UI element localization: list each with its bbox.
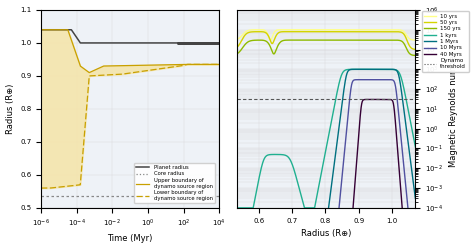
- 1 kyrs: [369, 68, 375, 71]
- 1 Myrs: [370, 68, 375, 71]
- 150 yrs: [266, 43, 272, 46]
- 50 yrs: [352, 30, 357, 33]
- 10 yrs: [233, 38, 238, 41]
- 10 Myrs: [343, 141, 348, 144]
- 1 kyrs: [343, 69, 348, 72]
- 50 yrs: [266, 35, 272, 38]
- 10 Myrs: [233, 226, 238, 229]
- Legend: Planet radius, Core radius, Upper boundary of
dynamo source region, Lower bounda: Planet radius, Core radius, Upper bounda…: [134, 163, 215, 203]
- 10 yrs: [416, 39, 421, 42]
- 150 yrs: [336, 39, 342, 42]
- 1 kyrs: [383, 68, 389, 71]
- 40 Myrs: [374, 98, 380, 101]
- 40 Myrs: [352, 185, 357, 188]
- 10 yrs: [323, 28, 328, 31]
- 10 Myrs: [383, 78, 389, 81]
- 10 Myrs: [352, 78, 357, 81]
- 40 Myrs: [416, 226, 421, 229]
- 10 yrs: [266, 36, 272, 39]
- 1 kyrs: [266, 153, 272, 156]
- 1 kyrs: [368, 68, 374, 71]
- 1 Myrs: [266, 226, 272, 229]
- 1 Myrs: [369, 68, 375, 71]
- X-axis label: Time (Myr): Time (Myr): [108, 235, 153, 244]
- Legend: 10 yrs, 50 yrs, 150 yrs, 1 kyrs, 1 Myrs, 10 Myrs, 40 Myrs, Dynamo
threshold: 10 yrs, 50 yrs, 150 yrs, 1 kyrs, 1 Myrs,…: [422, 11, 469, 72]
- Y-axis label: Magnetic Reynolds number: Magnetic Reynolds number: [448, 51, 457, 167]
- Line: 50 yrs: 50 yrs: [236, 32, 419, 50]
- 1 Myrs: [352, 68, 357, 71]
- 10 Myrs: [303, 226, 309, 229]
- 50 yrs: [233, 47, 238, 50]
- 1 Myrs: [233, 226, 238, 229]
- 10 Myrs: [266, 226, 272, 229]
- 40 Myrs: [303, 226, 309, 229]
- 40 Myrs: [343, 226, 348, 229]
- 10 yrs: [383, 28, 389, 31]
- 150 yrs: [369, 39, 375, 42]
- 10 yrs: [303, 28, 309, 31]
- 1 kyrs: [233, 206, 238, 209]
- 40 Myrs: [369, 98, 375, 101]
- 10 Myrs: [369, 78, 375, 81]
- 150 yrs: [343, 39, 348, 42]
- 50 yrs: [383, 30, 389, 33]
- Y-axis label: Radius (R⊕): Radius (R⊕): [6, 84, 15, 134]
- 10 Myrs: [371, 78, 376, 81]
- 50 yrs: [416, 48, 421, 51]
- 40 Myrs: [266, 226, 272, 229]
- 1 Myrs: [383, 68, 389, 71]
- Line: 10 Myrs: 10 Myrs: [236, 80, 419, 228]
- 1 Myrs: [416, 223, 421, 226]
- 50 yrs: [323, 30, 328, 33]
- 150 yrs: [303, 39, 309, 42]
- X-axis label: Radius (R⊕): Radius (R⊕): [301, 229, 351, 238]
- 50 yrs: [303, 30, 309, 33]
- 1 kyrs: [352, 68, 357, 71]
- 10 yrs: [352, 28, 357, 31]
- 150 yrs: [233, 53, 238, 56]
- 10 yrs: [268, 39, 273, 42]
- 1 kyrs: [416, 162, 421, 165]
- 40 Myrs: [233, 226, 238, 229]
- 150 yrs: [352, 39, 357, 42]
- 10 yrs: [369, 28, 375, 31]
- 1 Myrs: [343, 79, 348, 82]
- Line: 10 yrs: 10 yrs: [236, 30, 419, 40]
- 1 kyrs: [303, 206, 309, 209]
- Line: 1 Myrs: 1 Myrs: [236, 69, 419, 228]
- 50 yrs: [369, 30, 375, 33]
- Line: 40 Myrs: 40 Myrs: [236, 99, 419, 228]
- 50 yrs: [343, 30, 348, 33]
- 150 yrs: [383, 39, 389, 42]
- 10 Myrs: [416, 226, 421, 229]
- 1 Myrs: [303, 226, 309, 229]
- Line: 150 yrs: 150 yrs: [236, 40, 419, 56]
- 40 Myrs: [383, 98, 389, 101]
- 150 yrs: [416, 54, 421, 57]
- 10 yrs: [343, 28, 348, 31]
- Line: 1 kyrs: 1 kyrs: [236, 69, 419, 208]
